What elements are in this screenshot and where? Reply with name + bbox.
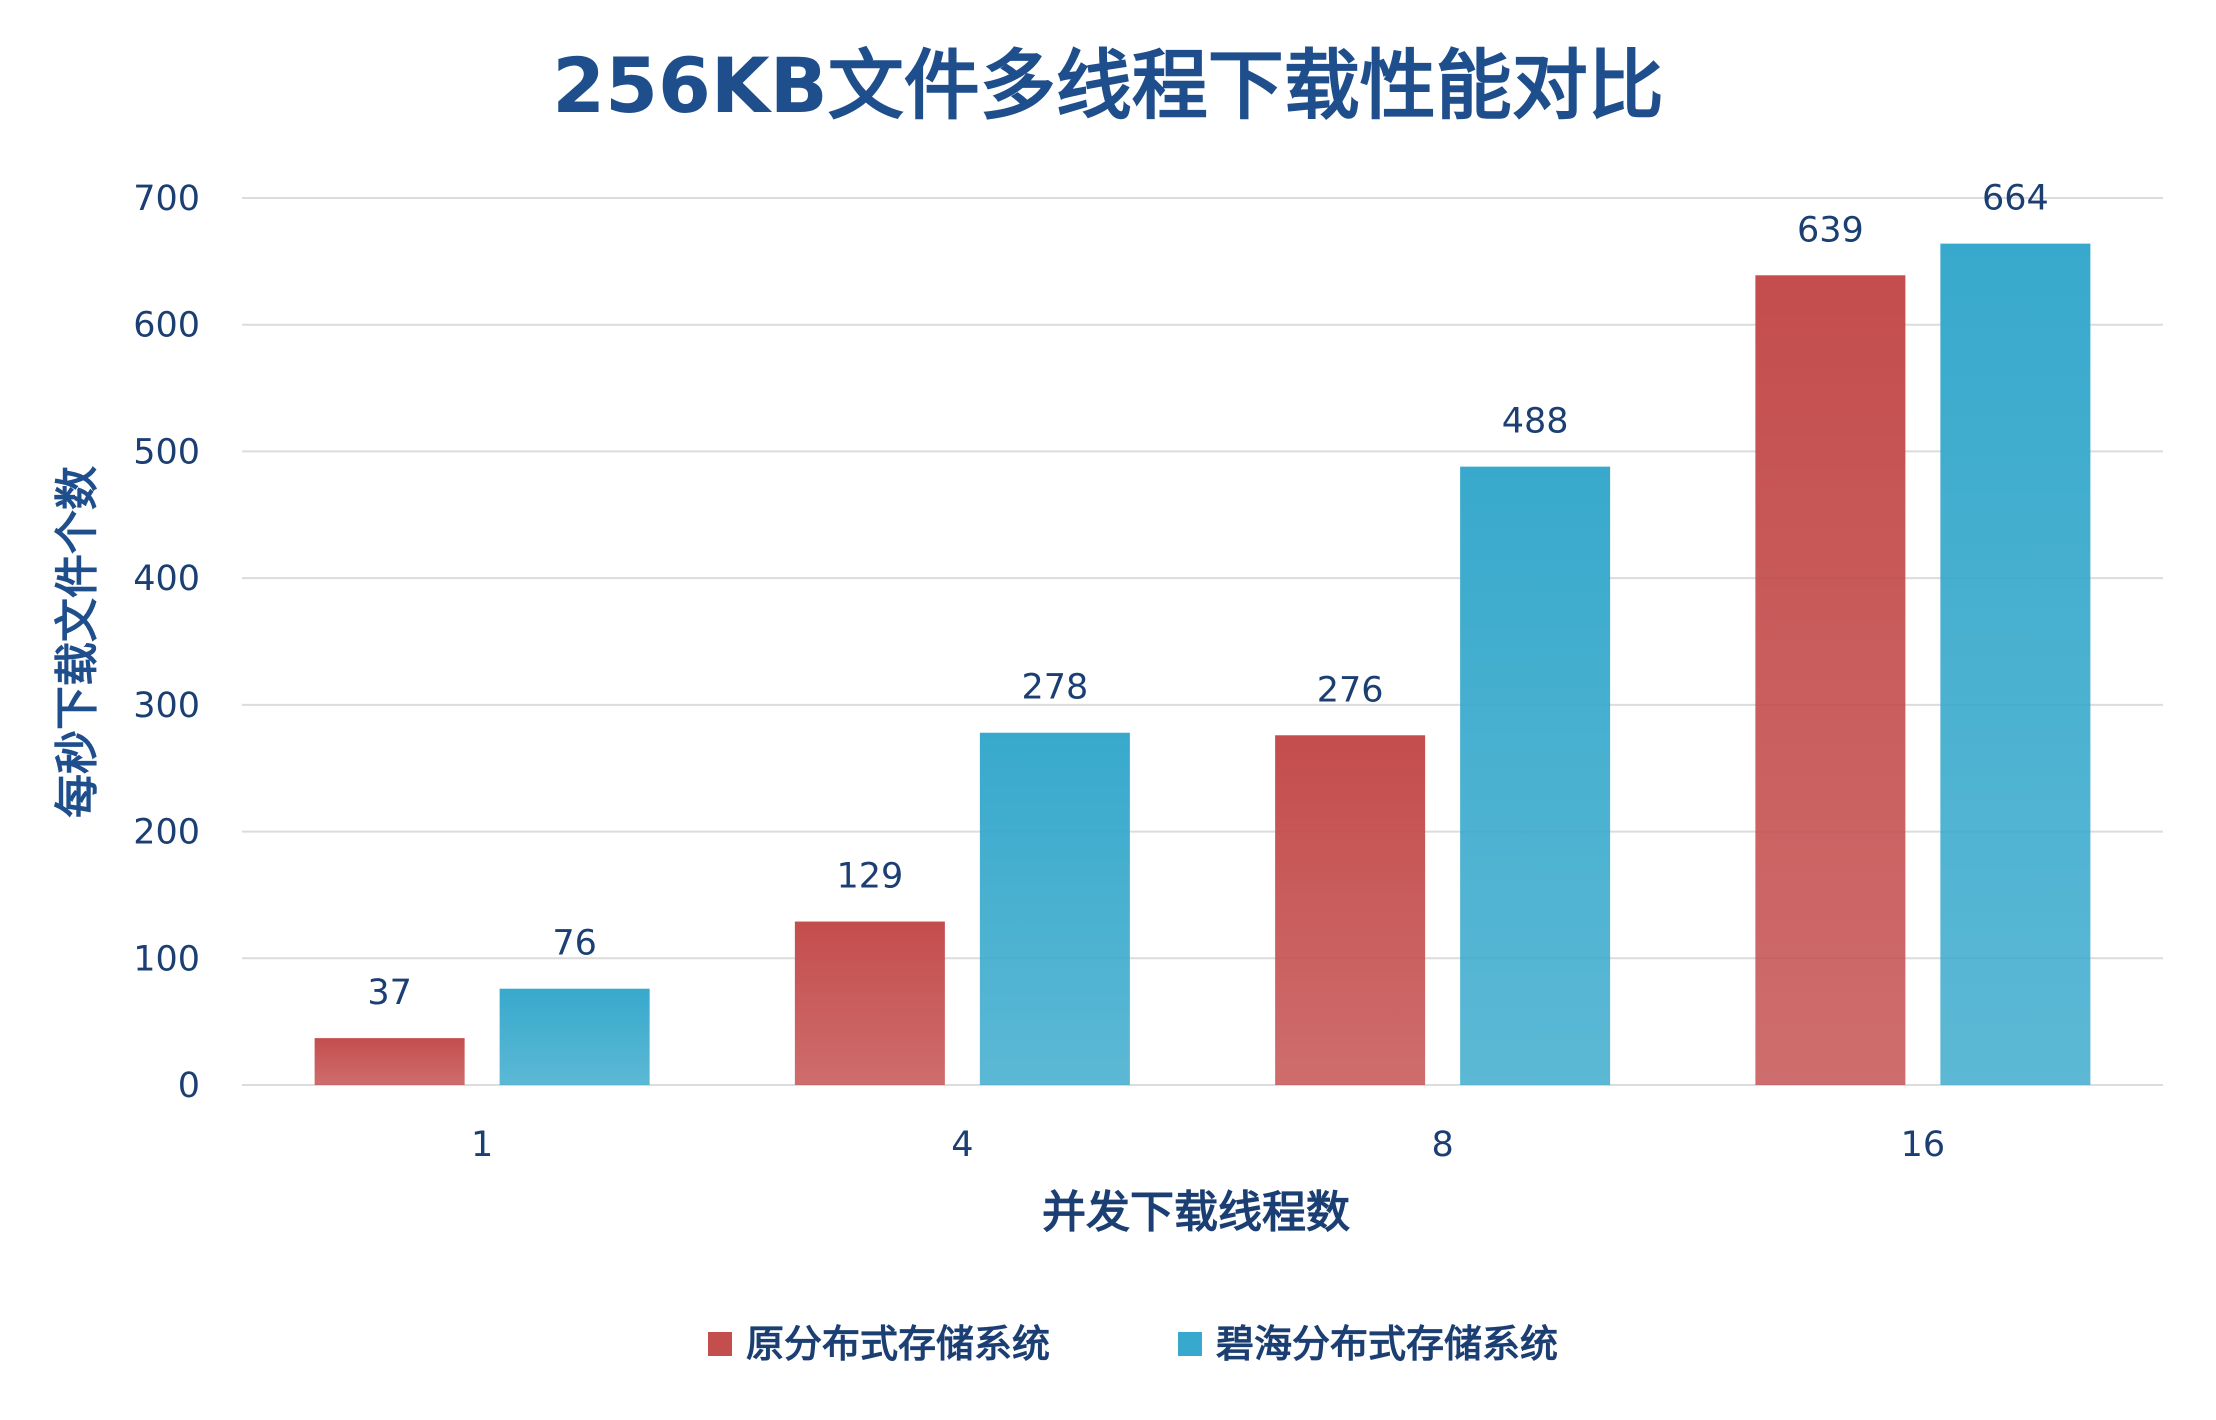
bar: [1275, 735, 1426, 1085]
data-label: 488: [1502, 402, 1569, 442]
legend-label: 碧海分布式存储系统: [1216, 1322, 1558, 1366]
x-tick-label: 8: [1431, 1125, 1453, 1165]
bar: [1755, 275, 1906, 1085]
y-axis-label: 每秒下载文件个数: [52, 466, 103, 818]
bar: [499, 988, 650, 1085]
chart-title: 256KB文件多线程下载性能对比: [552, 41, 1663, 130]
bar: [979, 732, 1130, 1085]
bar: [1460, 466, 1611, 1085]
y-tick-label: 200: [133, 813, 200, 853]
x-tick-label: 4: [951, 1125, 973, 1165]
x-axis-label: 并发下载线程数: [1042, 1187, 1350, 1238]
y-tick-label: 600: [133, 306, 200, 346]
y-tick-label: 700: [133, 179, 200, 219]
y-tick-label: 400: [133, 559, 200, 599]
y-tick-label: 300: [133, 686, 200, 726]
x-tick-label: 1: [471, 1125, 493, 1165]
gridlines: [242, 197, 2163, 1086]
data-label: 129: [836, 857, 903, 897]
data-label: 639: [1797, 210, 1864, 250]
legend-swatch: [1178, 1332, 1202, 1356]
y-tick-label: 500: [133, 432, 200, 472]
data-label: 276: [1317, 670, 1384, 710]
bar: [794, 921, 945, 1085]
data-labels: 37 76 129 278 276 488 639 664: [367, 179, 2048, 1013]
bar: [1940, 243, 2091, 1086]
data-label: 664: [1982, 179, 2049, 219]
y-tick-label: 0: [178, 1066, 200, 1106]
y-axis-ticks: 0 100 200 300 400 500 600 700: [133, 179, 200, 1106]
legend: 原分布式存储系统 碧海分布式存储系统: [708, 1322, 1558, 1366]
bar: [314, 1038, 465, 1085]
bars: [314, 243, 2091, 1086]
legend-label: 原分布式存储系统: [746, 1322, 1050, 1366]
x-axis-ticks: 1 4 8 16: [471, 1125, 1945, 1165]
data-label: 37: [367, 973, 412, 1013]
data-label: 76: [552, 924, 597, 964]
legend-swatch: [708, 1332, 732, 1356]
y-tick-label: 100: [133, 939, 200, 979]
x-tick-label: 16: [1901, 1125, 1946, 1165]
data-label: 278: [1021, 668, 1088, 708]
